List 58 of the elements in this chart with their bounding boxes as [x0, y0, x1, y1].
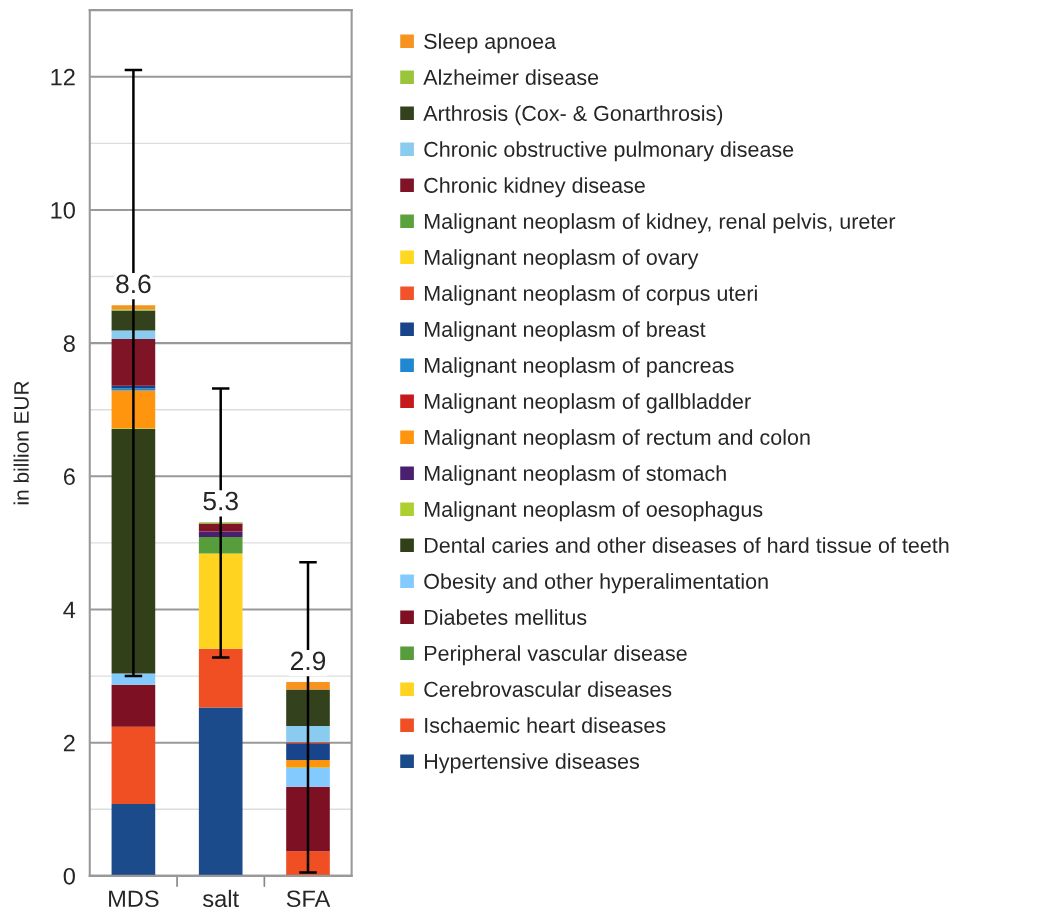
legend-label: Malignant neoplasm of gallbladder — [424, 393, 751, 414]
y-tick-label: 6 — [63, 468, 75, 486]
legend-label: Obesity and other hyperalimentation — [424, 573, 768, 594]
y-tick-label: 0 — [63, 867, 75, 885]
y-tick-label: 12 — [51, 68, 75, 86]
bar — [111, 803, 156, 876]
bar — [198, 523, 243, 532]
bar — [198, 536, 243, 554]
legend-label: Cerebrovascular diseases — [424, 681, 672, 697]
bar — [286, 743, 330, 760]
total-label: 5.3 — [203, 491, 238, 511]
x-tick-label: SFA — [286, 890, 331, 908]
legend-label: Diabetes mellitus — [424, 609, 587, 625]
legend-label: Malignant neoplasm of rectum and colon — [424, 429, 810, 450]
bar — [286, 760, 330, 768]
bar — [286, 786, 330, 852]
bar — [111, 330, 156, 340]
bar — [286, 767, 330, 787]
legend-label: Dental caries and other diseases of hard tissue of teeth — [424, 537, 949, 553]
legend-label: Malignant neoplasm of pancreas — [424, 357, 734, 378]
bar — [198, 707, 243, 876]
bar — [286, 689, 330, 727]
bar — [111, 339, 156, 386]
legend-label: Malignant neoplasm of stomach — [424, 465, 726, 486]
bar — [111, 684, 156, 727]
bar — [111, 429, 156, 674]
legend-label: Malignant neoplasm of corpus uteri — [424, 285, 757, 306]
y-tick-label: 8 — [63, 335, 75, 352]
bar — [111, 673, 156, 685]
legend-label: Ischaemic heart diseases — [425, 717, 666, 733]
y-tick-label: 10 — [51, 201, 75, 219]
legend-label: Hypertensive diseases — [424, 753, 640, 774]
bar — [111, 726, 156, 804]
bar — [198, 553, 243, 649]
legend-label: Arthrosis (Cox- & Gonarthrosis) — [423, 105, 723, 126]
bar — [111, 390, 156, 429]
y-tick-label: 4 — [63, 601, 76, 619]
total-label: 2.9 — [290, 651, 326, 671]
y-axis-title: in billion EUR — [13, 381, 29, 505]
legend-label: Chronic kidney disease — [424, 177, 645, 198]
legend-label: Alzheimer disease — [423, 69, 599, 85]
y-tick-label: 2 — [63, 734, 75, 752]
legend-label: Malignant neoplasm of breast — [424, 321, 706, 342]
legend-label: Malignant neoplasm of kidney, renal pelvis, ureter — [424, 213, 896, 234]
bar — [111, 310, 156, 331]
legend-label: Malignant neoplasm of oesophagus — [424, 501, 763, 522]
total-label: 8.6 — [116, 274, 151, 294]
legend-label: Chronic obstructive pulmonary disease — [424, 141, 794, 162]
x-tick-label: salt — [202, 889, 239, 908]
bar — [286, 726, 330, 743]
bar — [198, 648, 243, 708]
legend-label: Sleep apnoea — [424, 33, 557, 54]
legend-label: Malignant neoplasm of ovary — [424, 249, 699, 270]
x-tick-label: MDS — [109, 890, 159, 908]
bar — [111, 305, 156, 310]
bar — [286, 682, 330, 690]
bar — [286, 851, 330, 876]
legend-label: Peripheral vascular disease — [424, 645, 687, 666]
